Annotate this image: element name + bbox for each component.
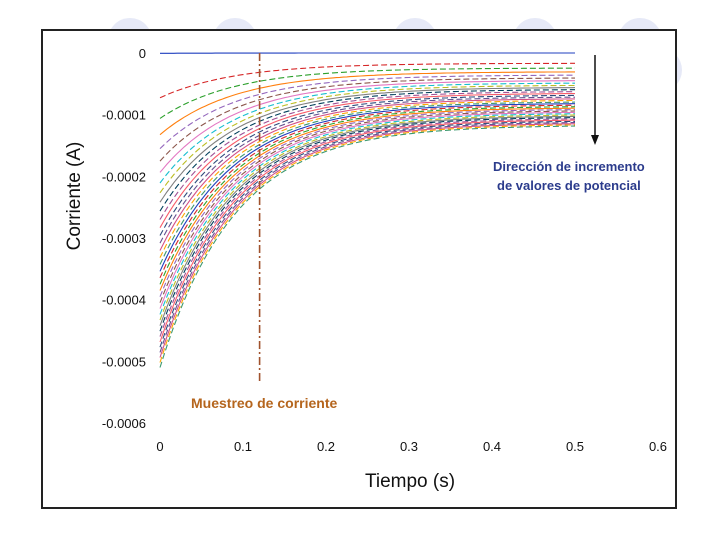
- series-line: [159, 115, 575, 326]
- series-line: [159, 109, 576, 297]
- y-tick-labels: 0 -0.0001 -0.0002 -0.0003 -0.0004 -0.0005 -0.0…: [102, 46, 146, 431]
- series-line: [159, 125, 575, 368]
- y-tick-label: -0.0003: [102, 231, 146, 246]
- x-tick-label: 0.5: [566, 439, 584, 454]
- series-curves: [159, 52, 576, 368]
- series-line: [159, 87, 576, 203]
- series-line: [159, 110, 576, 303]
- series-line: [159, 62, 575, 99]
- series-line: [159, 93, 575, 228]
- x-tick-label: 0.6: [649, 439, 667, 454]
- series-line: [159, 119, 576, 343]
- series-line: [159, 94, 575, 236]
- y-tick-label: -0.0004: [102, 293, 146, 308]
- x-tick-label: 0.4: [483, 439, 501, 454]
- series-line: [159, 104, 576, 279]
- series-line: [159, 77, 575, 162]
- series-line: [159, 74, 575, 150]
- y-tick-label: -0.0001: [102, 108, 146, 123]
- series-line: [159, 96, 575, 244]
- series-line: [159, 124, 576, 363]
- chart-frame: 0 -0.0001 -0.0002 -0.0003 -0.0004 -0.0005 -0.0…: [41, 29, 677, 509]
- direction-annotation-line1: Dirección de incremento: [493, 159, 645, 174]
- series-line: [159, 98, 575, 251]
- y-axis-title: Corriente (A): [64, 142, 85, 251]
- series-line: [159, 80, 575, 173]
- series-line: [159, 107, 575, 291]
- x-axis-title: Tiempo (s): [365, 471, 455, 492]
- series-line: [159, 118, 575, 337]
- x-tick-label: 0.1: [234, 439, 252, 454]
- x-tick-label: 0: [156, 439, 163, 454]
- y-tick-label: 0: [139, 46, 146, 61]
- y-tick-label: -0.0005: [102, 354, 146, 369]
- x-tick-label: 0.2: [317, 439, 335, 454]
- x-tick-labels: 0 0.1 0.2 0.3 0.4 0.5 0.6: [156, 439, 667, 454]
- series-line: [159, 101, 576, 265]
- direction-arrow-head: [591, 135, 599, 145]
- x-tick-label: 0.3: [400, 439, 418, 454]
- series-line: [159, 120, 575, 348]
- series-line: [159, 106, 576, 285]
- series-line: [159, 91, 575, 220]
- series-line: [159, 122, 575, 353]
- y-tick-label: -0.0002: [102, 169, 146, 184]
- y-tick-label: -0.0006: [102, 416, 146, 431]
- series-line: [159, 114, 575, 321]
- series-line: [159, 82, 575, 184]
- direction-annotation-line2: de valores de potencial: [497, 178, 641, 193]
- series-line: [159, 103, 575, 272]
- series-line: [159, 71, 575, 136]
- series-line: [159, 111, 575, 309]
- series-line: [159, 123, 575, 358]
- chart-area: 0 -0.0001 -0.0002 -0.0003 -0.0004 -0.0005 -0.0…: [64, 46, 667, 492]
- sampling-annotation: Muestreo de corriente: [191, 395, 337, 411]
- series-line: [159, 67, 576, 119]
- series-line: [159, 84, 575, 194]
- series-line: [159, 113, 576, 315]
- series-line: [159, 89, 575, 212]
- series-line: [159, 99, 575, 258]
- series-line: [159, 117, 576, 332]
- direction-arrow: [591, 55, 599, 145]
